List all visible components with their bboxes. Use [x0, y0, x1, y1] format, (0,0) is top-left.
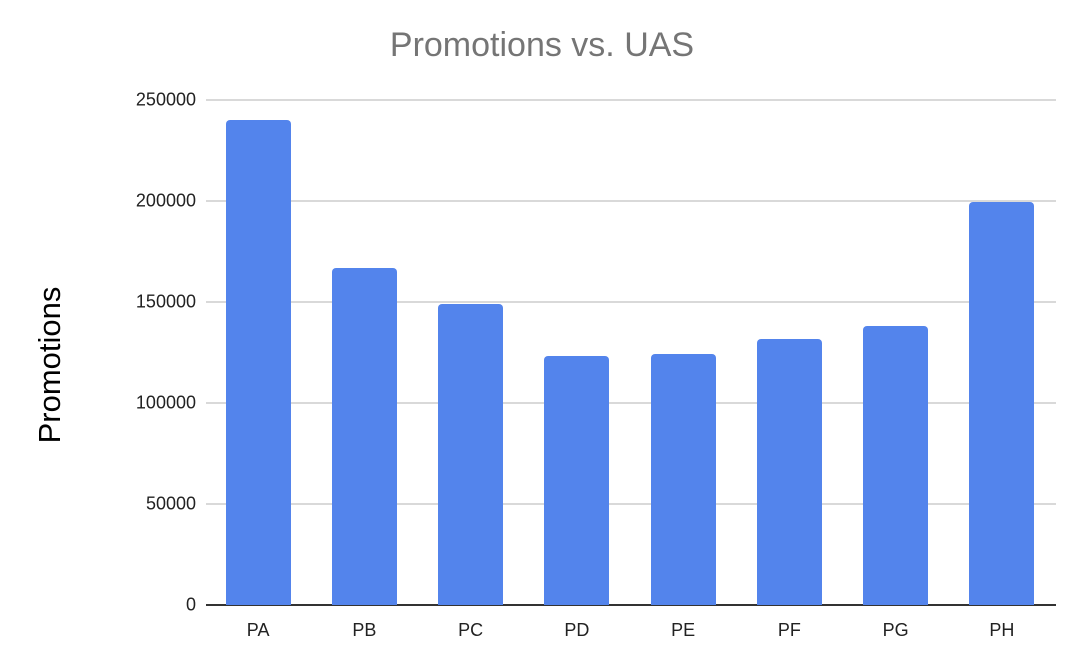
bar-ph[interactable] [969, 202, 1035, 605]
bar-pa[interactable] [225, 120, 291, 605]
gridline [206, 200, 1056, 202]
bar-pg[interactable] [863, 326, 929, 605]
x-tick-label: PF [777, 620, 801, 640]
gridline [206, 402, 1056, 404]
x-tick-label: PA [246, 620, 270, 640]
bar-pb[interactable] [331, 267, 397, 605]
y-tick-label: 150000 [135, 291, 196, 312]
y-tick-label: 0 [185, 594, 196, 615]
bar-pd[interactable] [544, 355, 610, 605]
y-tick-label: 200000 [135, 190, 196, 211]
gridline [206, 503, 1056, 505]
y-tick-label: 50000 [145, 493, 196, 514]
x-tick-label: PE [671, 620, 696, 640]
x-tick-label: PC [458, 620, 484, 640]
x-tick-label: PD [564, 620, 590, 640]
y-tick-label: 250000 [135, 89, 196, 110]
bar-pf[interactable] [756, 339, 822, 605]
x-axis-line [206, 604, 1056, 606]
x-tick-label: PH [989, 620, 1015, 640]
gridline [206, 99, 1056, 101]
chart-title: Promotions vs. UAS [389, 26, 695, 64]
x-tick-label: PG [882, 620, 909, 640]
x-tick-label: PB [352, 620, 377, 640]
gridline [206, 301, 1056, 303]
bar-pc[interactable] [438, 304, 504, 605]
y-tick-label: 100000 [135, 392, 196, 413]
bar-pe[interactable] [650, 353, 716, 605]
